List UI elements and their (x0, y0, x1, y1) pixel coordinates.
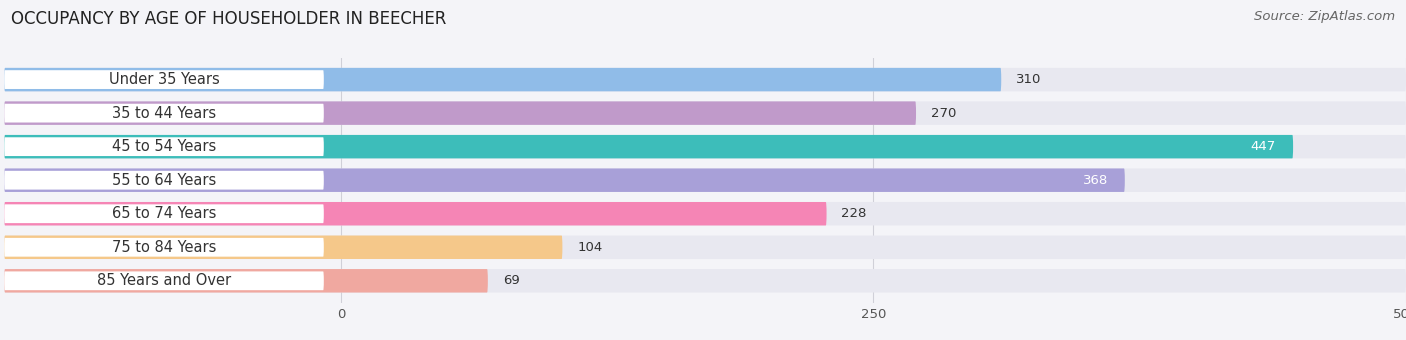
FancyBboxPatch shape (4, 101, 917, 125)
FancyBboxPatch shape (4, 238, 323, 257)
FancyBboxPatch shape (4, 202, 827, 225)
FancyBboxPatch shape (4, 236, 1406, 259)
Text: Source: ZipAtlas.com: Source: ZipAtlas.com (1254, 10, 1395, 23)
Text: 270: 270 (931, 107, 956, 120)
FancyBboxPatch shape (4, 269, 1406, 292)
FancyBboxPatch shape (4, 68, 1001, 91)
Text: 69: 69 (503, 274, 519, 287)
Text: Under 35 Years: Under 35 Years (108, 72, 219, 87)
Text: 85 Years and Over: 85 Years and Over (97, 273, 231, 288)
Text: 45 to 54 Years: 45 to 54 Years (112, 139, 217, 154)
FancyBboxPatch shape (4, 168, 1406, 192)
FancyBboxPatch shape (4, 104, 323, 122)
FancyBboxPatch shape (4, 68, 1406, 91)
Text: 65 to 74 Years: 65 to 74 Years (112, 206, 217, 221)
FancyBboxPatch shape (4, 137, 323, 156)
FancyBboxPatch shape (4, 101, 1406, 125)
Text: 55 to 64 Years: 55 to 64 Years (112, 173, 217, 188)
FancyBboxPatch shape (4, 204, 323, 223)
Text: 75 to 84 Years: 75 to 84 Years (112, 240, 217, 255)
FancyBboxPatch shape (4, 202, 1406, 225)
FancyBboxPatch shape (4, 269, 488, 292)
Text: 35 to 44 Years: 35 to 44 Years (112, 106, 217, 121)
Text: 368: 368 (1083, 174, 1108, 187)
Text: OCCUPANCY BY AGE OF HOUSEHOLDER IN BEECHER: OCCUPANCY BY AGE OF HOUSEHOLDER IN BEECH… (11, 10, 447, 28)
Text: 447: 447 (1251, 140, 1277, 153)
FancyBboxPatch shape (4, 171, 323, 190)
Text: 310: 310 (1017, 73, 1042, 86)
Text: 228: 228 (841, 207, 868, 220)
FancyBboxPatch shape (4, 135, 1294, 158)
FancyBboxPatch shape (4, 236, 562, 259)
Text: 104: 104 (578, 241, 603, 254)
FancyBboxPatch shape (4, 135, 1406, 158)
FancyBboxPatch shape (4, 70, 323, 89)
FancyBboxPatch shape (4, 271, 323, 290)
FancyBboxPatch shape (4, 168, 1125, 192)
